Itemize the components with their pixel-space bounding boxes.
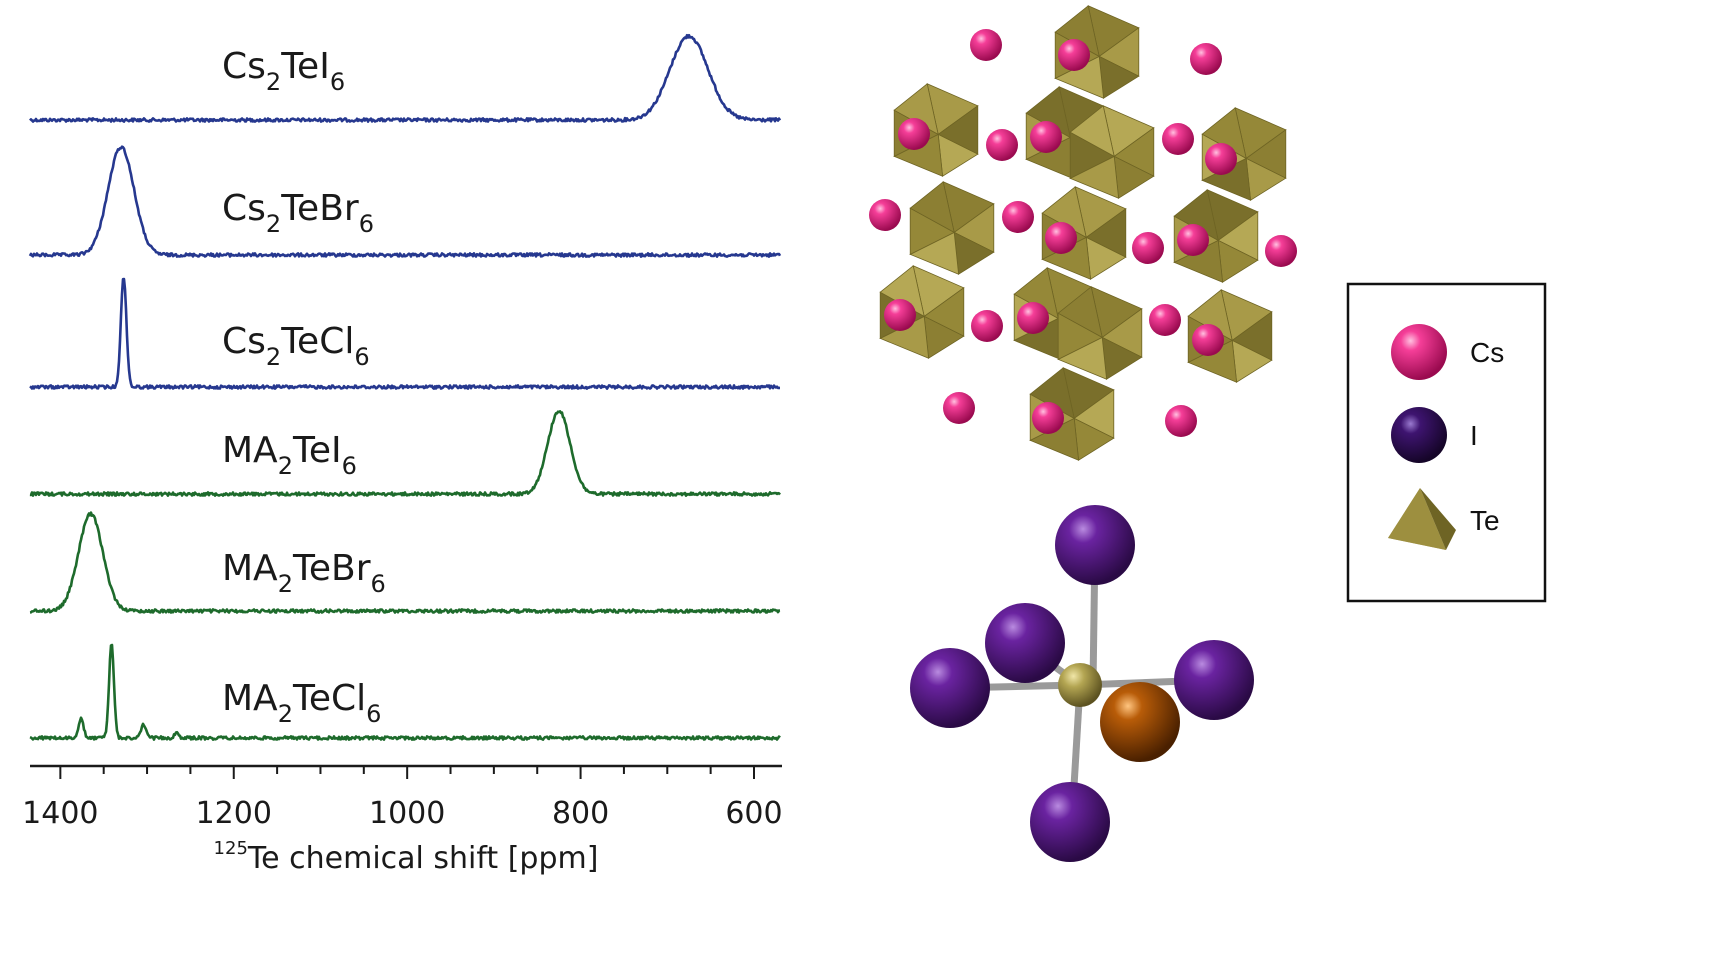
cs-atom (1017, 302, 1049, 334)
cs-atom (1190, 43, 1222, 75)
spectrum-trace-ma2tebr6 (29, 511, 781, 614)
x-axis-title: 125Te chemical shift [ppm] (214, 838, 599, 876)
x-axis: 1400 1200 1000 800 600 (22, 764, 783, 831)
cs-atom-sphere-icon (1391, 324, 1447, 380)
te-octahedron (909, 181, 995, 275)
cs-atom (1132, 232, 1164, 264)
spectrum-trace-ma2tecl6 (29, 643, 781, 741)
legend-label-cs: Cs (1470, 337, 1504, 368)
crystal-structure-illustration (869, 5, 1297, 461)
spectrum-label-cs2tecl6: Cs2TeCl6 (222, 321, 370, 371)
x-tick-label: 1200 (196, 796, 272, 831)
tellurium-atom-center (1058, 663, 1102, 707)
cs-atom (1045, 222, 1077, 254)
spectrum-label-cs2tebr6: Cs2TeBr6 (222, 188, 374, 238)
iodine-atom-back (985, 603, 1065, 683)
spectrum-trace-cs2tebr6 (28, 145, 782, 258)
te-octahedron (1057, 286, 1143, 380)
legend-label-i: I (1470, 420, 1478, 451)
legend: Cs I Te (1346, 282, 1547, 603)
cs-atom (1177, 224, 1209, 256)
bromine-atom-front (1100, 682, 1180, 762)
spectrum-label-cs2tei6: Cs2TeI6 (222, 46, 345, 96)
cs-atom (1162, 123, 1194, 155)
i-atom-sphere-icon (1391, 407, 1447, 463)
cs-atom (943, 392, 975, 424)
cs-atom (1149, 304, 1181, 336)
iodine-atom-right (1174, 640, 1254, 720)
cs-atom (1192, 324, 1224, 356)
te-octahedron (1041, 186, 1127, 280)
x-tick-label: 800 (552, 796, 609, 831)
te-octahedron (879, 265, 965, 359)
spectrum-label-ma2tebr6: MA2TeBr6 (222, 548, 386, 598)
cs-atom (1032, 402, 1064, 434)
x-tick-label: 600 (725, 796, 782, 831)
cs-atom (898, 118, 930, 150)
spectrum-labels: Cs2TeI6 Cs2TeBr6 Cs2TeCl6 MA2TeI6 MA2TeBr6 MA… (222, 46, 386, 728)
iodine-atom-left (910, 648, 990, 728)
tex6-octahedron-model (910, 505, 1254, 862)
cs-atom (869, 199, 901, 231)
nmr-spectra-plot (28, 33, 782, 741)
cs-atom (970, 29, 1002, 61)
spectrum-trace-cs2tecl6 (29, 277, 781, 390)
spectrum-trace-cs2tei6 (29, 33, 782, 123)
iodine-atom-bottom (1030, 782, 1110, 862)
legend-box (1346, 282, 1547, 603)
cs-atom (1030, 121, 1062, 153)
cs-atom (1265, 235, 1297, 267)
te-octahedron (1173, 189, 1259, 283)
cs-atom (986, 129, 1018, 161)
spectrum-trace-ma2tei6 (29, 410, 781, 497)
cs-atom (1165, 405, 1197, 437)
te-pyramid-icon (1388, 488, 1456, 550)
spectrum-label-ma2tecl6: MA2TeCl6 (222, 678, 381, 728)
cs-atom (1205, 143, 1237, 175)
x-tick-label: 1000 (369, 796, 445, 831)
iodine-atom-top (1055, 505, 1135, 585)
te-octahedron (1069, 105, 1155, 199)
cs-atom (884, 299, 916, 331)
cs-atom (971, 310, 1003, 342)
cs-atom (1058, 39, 1090, 71)
cs-atom (1002, 201, 1034, 233)
legend-label-te: Te (1470, 505, 1500, 536)
x-tick-label: 1400 (22, 796, 98, 831)
spectrum-label-ma2tei6: MA2TeI6 (222, 430, 357, 480)
